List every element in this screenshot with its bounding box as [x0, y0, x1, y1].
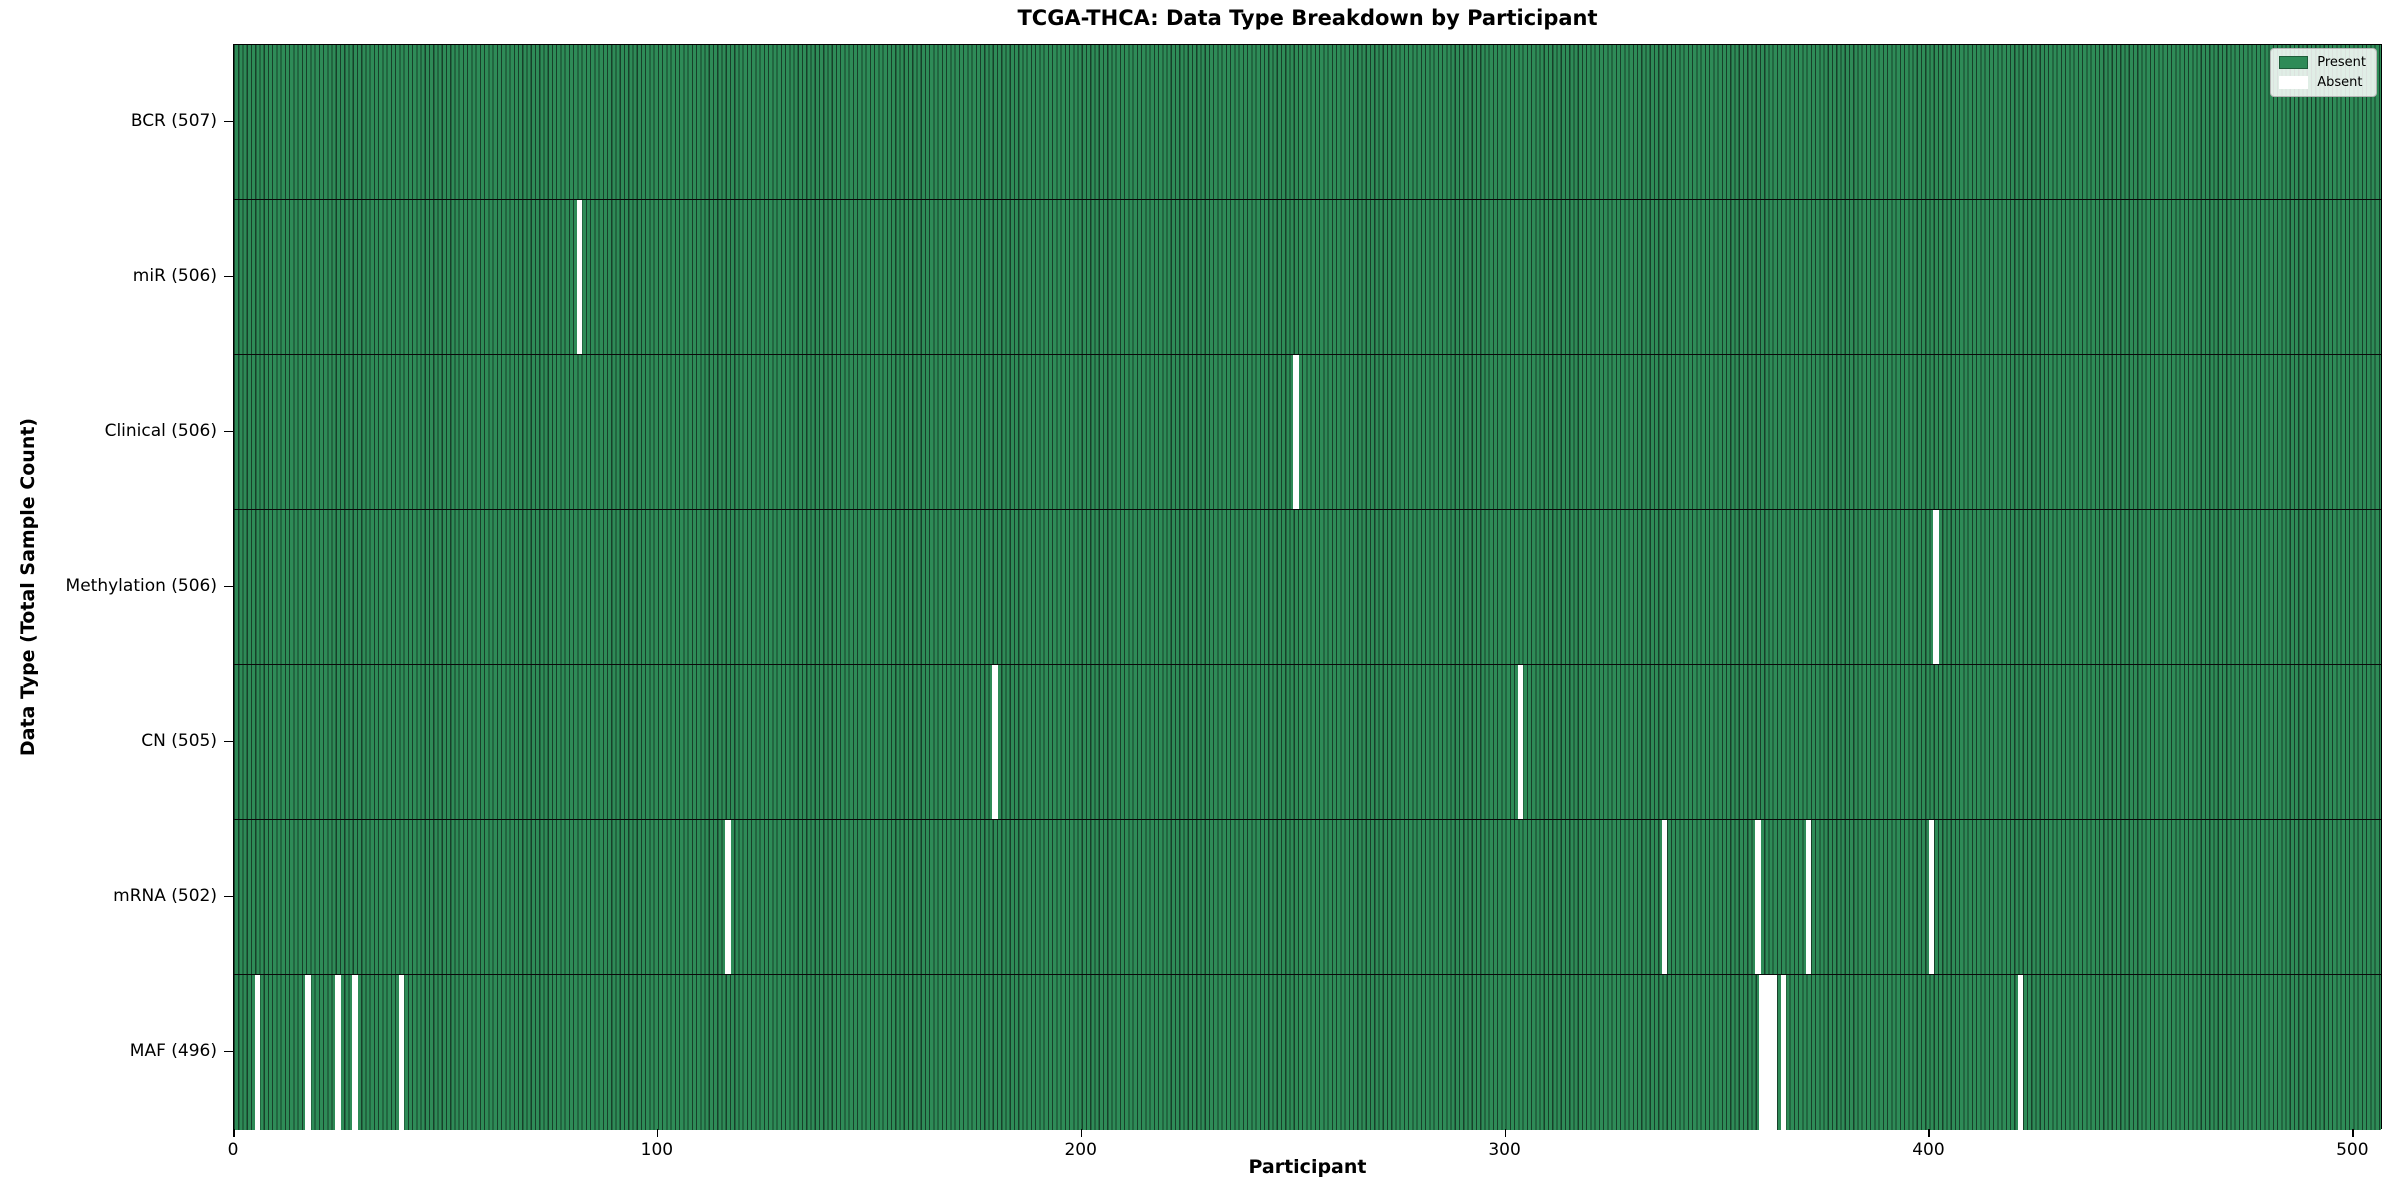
absent-gap: [576, 200, 583, 354]
y-tick-label-cn: CN (505): [141, 730, 217, 751]
absent-gap: [1517, 665, 1524, 819]
absent-gap: [2017, 975, 2024, 1130]
y-tick-mark: [224, 1050, 233, 1053]
x-axis-label: Participant: [1248, 1156, 1367, 1178]
x-tick-mark: [656, 1129, 659, 1137]
row-band-mir: [234, 200, 2381, 355]
legend-entry-absent: Absent: [2279, 76, 2366, 89]
legend-entry-present: Present: [2279, 56, 2366, 69]
absent-gap: [1767, 975, 1774, 1130]
plot-area: [233, 44, 2382, 1130]
row-band-cn: [234, 665, 2381, 820]
absent-gap: [1780, 975, 1786, 1130]
row-band-bcr: [234, 45, 2381, 200]
x-tick-label-200: 200: [1064, 1140, 1097, 1160]
x-tick-label-300: 300: [1488, 1140, 1521, 1160]
legend: Present Absent: [2270, 48, 2377, 97]
y-tick-mark: [224, 740, 233, 743]
row-band-clinical: [234, 355, 2381, 510]
y-tick-mark: [224, 120, 233, 123]
x-tick-mark: [1928, 1129, 1930, 1137]
legend-swatch-absent: [2279, 76, 2309, 89]
y-axis-label: Data Type (Total Sample Count): [17, 417, 39, 757]
absent-gap: [725, 820, 731, 974]
absent-gap: [1933, 510, 1939, 664]
x-tick-mark: [233, 1129, 235, 1137]
absent-gap: [992, 665, 998, 819]
absent-gap: [1755, 820, 1761, 974]
x-tick-mark: [2352, 1129, 2354, 1137]
x-tick-label-400: 400: [1912, 1140, 1945, 1160]
y-tick-label-mir: miR (506): [132, 265, 217, 286]
y-tick-label-mrna: mRNA (502): [113, 885, 217, 906]
absent-gap: [305, 975, 311, 1130]
absent-gap: [352, 975, 358, 1130]
y-tick-label-methylation: Methylation (506): [65, 575, 217, 596]
legend-swatch-present: [2279, 56, 2309, 69]
x-tick-mark: [1080, 1129, 1083, 1137]
absent-gap: [335, 975, 341, 1130]
y-tick-mark: [224, 585, 233, 588]
y-tick-mark: [224, 430, 233, 433]
absent-gap: [1928, 820, 1935, 974]
row-band-maf: [234, 975, 2381, 1130]
row-band-mrna: [234, 820, 2381, 975]
y-tick-label-maf: MAF (496): [129, 1040, 217, 1061]
x-tick-label-100: 100: [640, 1140, 674, 1160]
absent-gap: [254, 975, 261, 1130]
y-tick-mark: [224, 895, 233, 898]
absent-gap: [1772, 975, 1778, 1130]
row-band-methylation: [234, 510, 2381, 665]
absent-gap: [1759, 975, 1765, 1130]
legend-label-absent: Absent: [2317, 75, 2363, 90]
legend-label-present: Present: [2317, 55, 2366, 70]
y-tick-mark: [224, 275, 233, 278]
absent-gap: [1763, 975, 1769, 1130]
x-tick-label-500: 500: [2336, 1140, 2369, 1160]
x-tick-mark: [1504, 1129, 1507, 1137]
absent-gap: [398, 975, 405, 1130]
x-tick-label-0: 0: [227, 1140, 239, 1160]
y-tick-label-bcr: BCR (507): [130, 110, 217, 131]
absent-gap: [1293, 355, 1299, 509]
chart-title: TCGA-THCA: Data Type Breakdown by Partic…: [1017, 6, 1598, 30]
absent-gap: [1661, 820, 1668, 974]
y-tick-label-clinical: Clinical (506): [104, 420, 217, 441]
absent-gap: [1805, 820, 1812, 974]
